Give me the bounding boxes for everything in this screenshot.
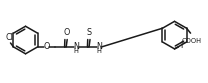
Text: O: O: [43, 42, 50, 51]
Text: I: I: [181, 41, 183, 50]
Text: Cl: Cl: [6, 33, 14, 42]
Text: N: N: [96, 42, 102, 51]
Text: O: O: [63, 28, 69, 37]
Text: H: H: [97, 48, 102, 54]
Text: H: H: [74, 48, 79, 54]
Text: COOH: COOH: [182, 38, 202, 44]
Text: N: N: [73, 42, 79, 51]
Text: S: S: [87, 28, 92, 37]
